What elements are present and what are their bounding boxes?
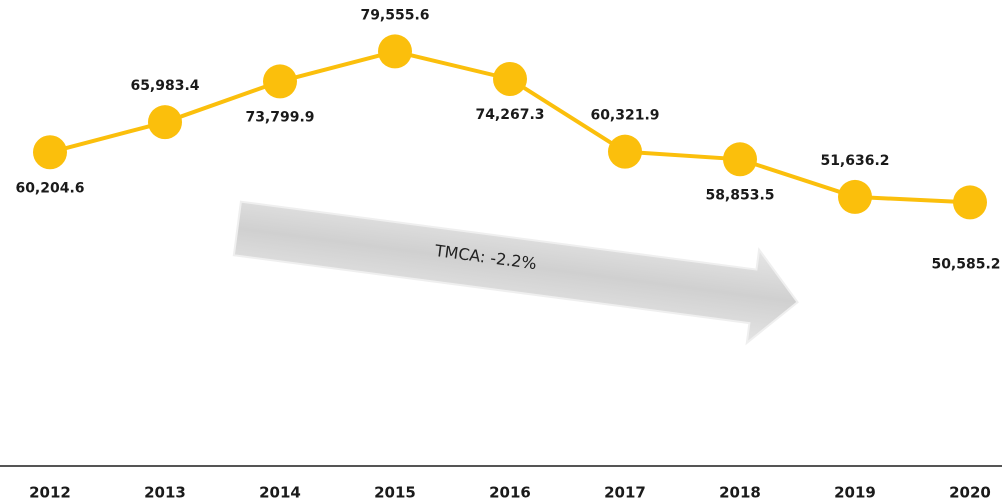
x-tick-label: 2018 — [719, 484, 761, 502]
data-label: 60,321.9 — [590, 108, 659, 124]
data-label: 51,636.2 — [820, 153, 889, 169]
x-tick-label: 2019 — [834, 484, 876, 502]
marker — [723, 142, 757, 177]
marker — [263, 64, 297, 99]
data-label: 65,983.4 — [130, 78, 199, 94]
marker — [148, 105, 182, 140]
data-label: 74,267.3 — [475, 107, 544, 123]
data-label: 58,853.5 — [705, 187, 774, 203]
x-tick-label: 2014 — [259, 484, 301, 502]
x-tick-label: 2017 — [604, 484, 646, 502]
x-tick-label: 2013 — [144, 484, 186, 502]
marker — [953, 185, 987, 220]
marker — [493, 61, 527, 96]
x-tick-label: 2020 — [949, 484, 991, 502]
data-label: 60,204.6 — [15, 180, 84, 196]
arrow-shape — [232, 200, 799, 346]
trend-arrow: TMCA: -2.2% — [232, 200, 799, 346]
x-tick-label: 2015 — [374, 484, 416, 502]
marker — [378, 34, 412, 69]
data-label: 50,585.2 — [931, 256, 1000, 272]
x-tick-label: 2016 — [489, 484, 531, 502]
data-label: 79,555.6 — [360, 7, 429, 23]
marker — [838, 179, 872, 214]
data-label: 73,799.9 — [245, 109, 314, 125]
marker — [608, 134, 642, 169]
x-tick-label: 2012 — [29, 484, 71, 502]
marker — [33, 135, 67, 170]
